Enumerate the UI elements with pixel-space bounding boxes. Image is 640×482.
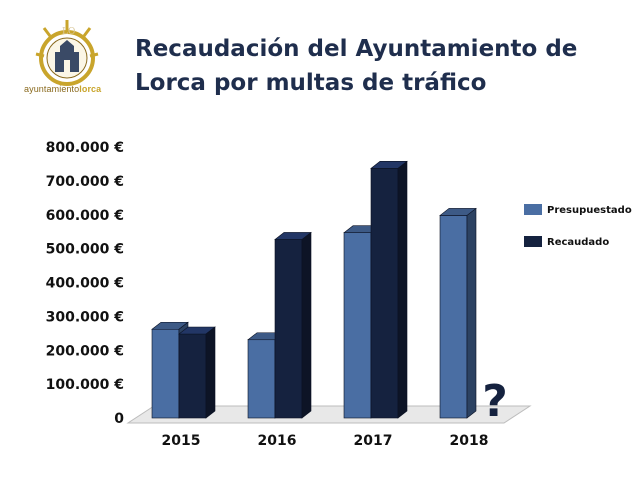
y-tick-label: 400.000 € [46, 276, 124, 292]
page-title: Recaudación del Ayuntamiento de Lorca po… [135, 32, 605, 100]
chart-floor [126, 405, 532, 424]
legend-label-presupuestado: Presupuestado [547, 205, 632, 216]
x-tick-label: 2016 [258, 433, 297, 449]
y-tick-label: 300.000 € [46, 309, 124, 325]
title-line-2: Lorca por multas de tráfico [135, 70, 487, 96]
legend-swatch-recaudado [524, 236, 542, 247]
legend-swatch-presupuestado [524, 204, 542, 215]
y-tick-label: 200.000 € [46, 343, 124, 359]
x-tick-label: 2017 [354, 433, 393, 449]
bar-recaudado-2015 [178, 326, 216, 419]
annotation-question-mark: ? [482, 376, 508, 427]
y-tick-label: 500.000 € [46, 242, 124, 258]
y-tick-label: 100.000 € [46, 377, 124, 393]
bar-recaudado-2017 [370, 160, 408, 419]
bar-recaudado-2016 [274, 231, 312, 419]
logo-wordmark: ayuntamientolorca [24, 84, 102, 94]
y-tick-label: 800.000 € [46, 140, 124, 156]
y-tick-label: 700.000 € [46, 174, 124, 190]
y-tick-label: 0 [114, 411, 124, 427]
ayuntamiento-lorca-logo: LO [35, 20, 99, 86]
title-line-1: Recaudación del Ayuntamiento de [135, 36, 578, 62]
legend-label-recaudado: Recaudado [547, 237, 609, 248]
bar-presupuestado-2018 [439, 207, 477, 419]
y-tick-label: 600.000 € [46, 208, 124, 224]
svg-text:LO: LO [62, 27, 75, 37]
x-tick-label: 2015 [162, 433, 201, 449]
x-tick-label: 2018 [450, 433, 489, 449]
